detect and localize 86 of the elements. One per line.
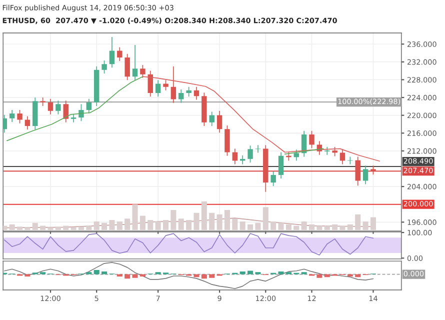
candlestick <box>209 111 214 126</box>
candlestick <box>309 130 314 149</box>
candlestick <box>362 165 368 185</box>
bar <box>194 212 200 230</box>
candlestick <box>332 146 338 157</box>
bar <box>148 220 154 230</box>
bar <box>124 218 130 230</box>
candlestick <box>9 110 15 122</box>
bar <box>278 222 284 230</box>
candlestick <box>324 146 330 156</box>
candlestick <box>86 98 92 114</box>
bar <box>40 226 46 230</box>
bar <box>209 212 215 230</box>
candlestick <box>109 36 115 68</box>
candlestick <box>102 60 107 74</box>
candlestick <box>17 110 22 124</box>
bar <box>216 214 222 230</box>
candlestick <box>132 44 138 81</box>
candlestick <box>270 170 276 187</box>
bar <box>48 227 54 230</box>
bar <box>255 222 261 230</box>
bar <box>232 218 238 230</box>
bar <box>240 221 246 230</box>
bar <box>86 226 92 230</box>
bar <box>132 204 138 230</box>
candlestick <box>294 149 299 162</box>
candlestick <box>255 144 261 154</box>
bar <box>178 218 184 230</box>
bar <box>301 221 307 230</box>
bar <box>355 214 361 230</box>
candlestick <box>124 53 130 81</box>
candlestick <box>278 152 284 179</box>
candlestick <box>70 114 76 123</box>
bar <box>55 226 61 230</box>
bar <box>262 207 268 230</box>
bar <box>324 226 330 230</box>
candlestick <box>355 156 360 186</box>
candlestick <box>186 86 192 98</box>
bar <box>270 221 276 230</box>
bar <box>155 221 161 230</box>
bar <box>24 227 30 230</box>
bar <box>9 224 15 230</box>
candlestick <box>117 46 122 62</box>
candlestick <box>24 116 30 130</box>
bar <box>63 226 69 230</box>
bar <box>32 222 38 230</box>
bar <box>308 224 315 230</box>
candlestick <box>248 145 253 163</box>
candlestick <box>48 98 54 115</box>
bar <box>286 224 292 230</box>
bar <box>316 226 322 230</box>
candlestick <box>194 86 200 100</box>
candlestick <box>232 148 238 165</box>
bar <box>362 221 368 230</box>
candlestick <box>163 80 168 91</box>
candlestick <box>56 100 61 115</box>
bar <box>70 227 76 230</box>
candlestick <box>140 64 146 78</box>
bar <box>224 210 230 230</box>
bar <box>78 226 84 230</box>
bar <box>340 226 346 230</box>
bar <box>140 216 146 230</box>
line-series <box>6 76 144 142</box>
bar <box>94 221 100 230</box>
bar <box>347 224 353 230</box>
bar <box>109 220 115 230</box>
bar <box>186 220 192 230</box>
candlestick <box>155 80 161 98</box>
bar <box>248 224 254 230</box>
candlestick <box>178 89 184 104</box>
candlestick <box>148 70 153 98</box>
candlestick <box>340 148 346 165</box>
bar <box>162 220 169 230</box>
bar <box>370 217 376 230</box>
bar <box>294 226 300 230</box>
candlestick <box>216 110 222 134</box>
bar <box>102 222 108 230</box>
candlestick <box>224 125 230 156</box>
bar <box>170 210 176 230</box>
bar <box>201 201 207 230</box>
bar <box>116 221 122 230</box>
bar <box>16 226 23 230</box>
bar <box>332 224 338 230</box>
line-series <box>4 233 374 256</box>
candlestick <box>63 100 68 123</box>
candlestick <box>170 66 176 104</box>
